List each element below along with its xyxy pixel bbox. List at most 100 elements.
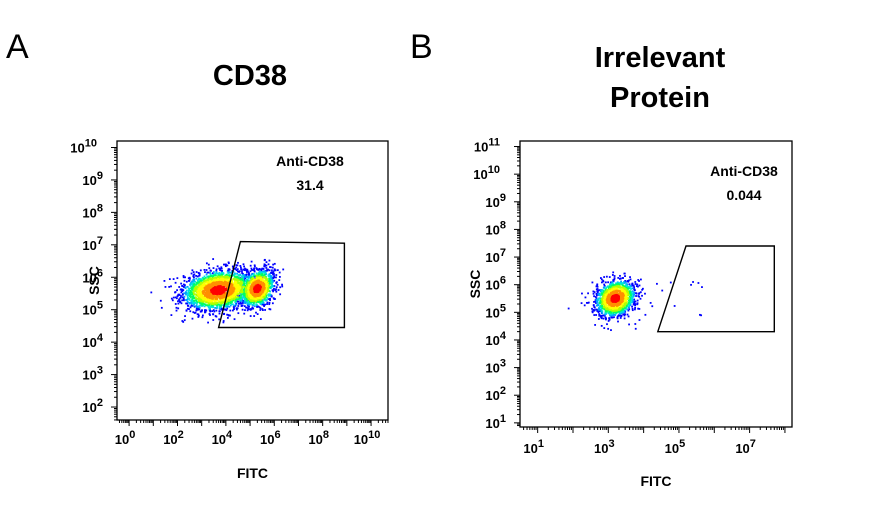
event-dot [268, 303, 271, 306]
event-dot [263, 259, 266, 262]
event-dot [243, 283, 246, 286]
event-dot [224, 281, 227, 284]
event-dot [631, 290, 634, 293]
event-dot [160, 306, 163, 309]
event-dot [216, 272, 219, 275]
event-dot [243, 312, 246, 315]
event-dot [253, 305, 256, 308]
x-tick-label: 103 [594, 438, 615, 456]
event-dot [608, 305, 611, 308]
event-dot [205, 273, 208, 276]
event-dot [183, 292, 186, 295]
event-dot [237, 298, 240, 301]
event-dot [225, 300, 227, 303]
event-dot [236, 272, 239, 275]
event-dot [212, 302, 215, 305]
event-dot [220, 286, 223, 289]
event-dot [201, 314, 204, 317]
event-dot [638, 284, 641, 287]
event-dot [244, 273, 247, 276]
event-dot [244, 267, 246, 270]
event-dot [195, 304, 198, 307]
event-dot [240, 283, 243, 286]
event-dot [240, 268, 243, 271]
event-dot [639, 291, 642, 294]
event-dot [205, 269, 208, 271]
event-dot [603, 296, 606, 299]
event-dot [567, 307, 570, 310]
event-dot [266, 303, 268, 305]
event-dot [266, 297, 269, 300]
event-dot [624, 275, 626, 277]
event-dot [635, 295, 637, 297]
event-dot [248, 282, 250, 285]
event-dot [260, 284, 263, 287]
event-dot [181, 299, 184, 302]
event-dot [620, 308, 623, 311]
event-dot [599, 314, 602, 317]
event-dot [616, 315, 619, 318]
event-dot [601, 303, 604, 306]
event-dot [263, 305, 265, 307]
event-dot [272, 289, 275, 291]
event-dot [202, 300, 204, 302]
event-dot [272, 273, 274, 276]
event-dot [179, 296, 182, 299]
event-dot [215, 292, 218, 294]
event-dot [174, 303, 177, 305]
event-dot [248, 302, 251, 305]
event-dot [609, 310, 612, 313]
gate-value-label: 31.4 [296, 177, 323, 193]
event-dot [636, 303, 639, 306]
event-dot [607, 320, 610, 322]
event-dot [175, 309, 178, 312]
event-dot [599, 315, 602, 318]
event-dot [651, 305, 654, 308]
event-dot [221, 289, 224, 292]
event-dot [183, 286, 186, 289]
x-tick-label: 107 [735, 438, 756, 456]
event-dot [609, 281, 612, 284]
event-dot [174, 281, 177, 284]
event-dot [208, 302, 211, 304]
event-dot [244, 276, 246, 278]
event-dot [250, 267, 253, 270]
event-dot [601, 292, 604, 295]
event-dot [174, 296, 177, 299]
event-dot [222, 320, 225, 322]
event-dot [236, 298, 239, 301]
event-dot [235, 291, 238, 293]
event-dot [254, 265, 256, 268]
x-tick-label: 1010 [354, 429, 381, 447]
event-dot [261, 299, 264, 302]
event-dot [256, 305, 259, 308]
event-dot [193, 297, 196, 299]
panel-a-letter: A [6, 28, 29, 66]
event-dot [224, 284, 227, 287]
event-dot [626, 280, 629, 283]
event-dot [268, 259, 271, 262]
event-dot [249, 299, 252, 301]
event-dot [605, 318, 607, 321]
event-dot [600, 315, 603, 318]
event-dot [207, 281, 209, 284]
event-dot [669, 281, 672, 284]
event-dot [639, 297, 642, 300]
event-dot [233, 292, 236, 295]
event-dot [268, 282, 271, 285]
gate-polygon[interactable] [217, 240, 346, 329]
event-dot [626, 294, 629, 297]
event-dot [196, 279, 199, 282]
y-tick-label: 107 [485, 247, 506, 265]
event-dot [248, 275, 251, 278]
event-dot [235, 303, 237, 306]
event-dot [262, 268, 265, 270]
event-dot [596, 300, 599, 303]
x-tick-label: 102 [163, 429, 184, 447]
event-dot [269, 266, 271, 268]
panel-b-title-line-1: Irrelevant [594, 42, 726, 74]
event-dot [192, 299, 194, 302]
event-dot [186, 297, 189, 300]
event-dot [262, 289, 265, 292]
event-dot [626, 283, 629, 286]
